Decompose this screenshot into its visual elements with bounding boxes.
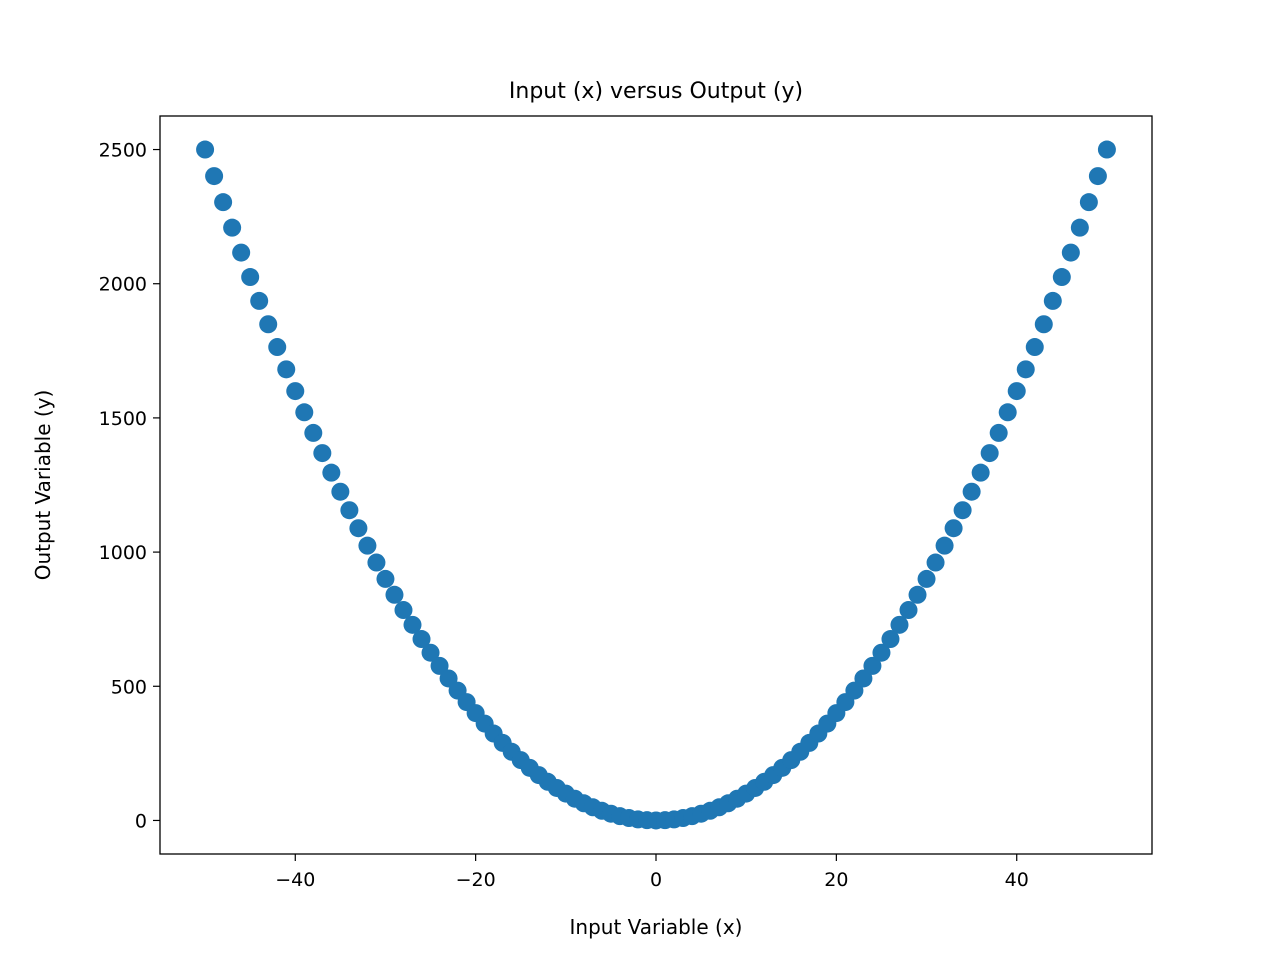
data-point xyxy=(430,656,449,675)
data-point xyxy=(286,382,305,401)
data-point xyxy=(962,482,981,501)
y-tick-label: 1000 xyxy=(99,542,147,564)
data-point xyxy=(313,444,332,463)
data-point xyxy=(340,501,359,520)
data-point xyxy=(1016,360,1035,379)
data-point xyxy=(1052,268,1071,287)
y-tick-label: 2000 xyxy=(99,274,147,296)
data-point xyxy=(295,403,314,422)
data-point xyxy=(872,643,891,662)
data-point xyxy=(376,569,395,588)
x-axis-label: Input Variable (x) xyxy=(570,915,743,939)
data-point xyxy=(989,423,1008,442)
x-tick-label: 0 xyxy=(650,869,662,891)
data-point xyxy=(403,615,422,634)
data-point xyxy=(268,338,287,357)
data-point xyxy=(998,403,1017,422)
data-point xyxy=(394,601,413,620)
data-point xyxy=(1097,140,1116,159)
data-point xyxy=(232,243,251,262)
data-point xyxy=(331,482,350,501)
y-axis-label: Output Variable (y) xyxy=(31,390,55,581)
data-point xyxy=(1088,167,1107,186)
data-point xyxy=(304,423,323,442)
data-point xyxy=(421,643,440,662)
x-tick-label: −40 xyxy=(275,869,315,891)
data-point xyxy=(863,656,882,675)
data-point xyxy=(854,669,873,688)
data-point xyxy=(881,630,900,649)
data-point xyxy=(1025,338,1044,357)
data-point xyxy=(971,463,990,482)
data-point xyxy=(944,519,963,538)
x-tick-label: 40 xyxy=(1005,869,1029,891)
data-point xyxy=(412,630,431,649)
y-tick-label: 1500 xyxy=(99,408,147,430)
chart-title: Input (x) versus Output (y) xyxy=(509,79,803,104)
x-tick-label: 20 xyxy=(824,869,848,891)
y-tick-label: 2500 xyxy=(99,140,147,162)
data-point xyxy=(385,585,404,604)
data-point xyxy=(358,536,377,555)
x-tick-label: −20 xyxy=(456,869,496,891)
plot-frame xyxy=(159,115,1153,855)
data-point xyxy=(196,140,215,159)
data-point xyxy=(1007,382,1026,401)
y-tick-label: 500 xyxy=(111,676,147,698)
data-point xyxy=(205,167,224,186)
data-point xyxy=(1061,243,1080,262)
data-point xyxy=(908,585,927,604)
data-point xyxy=(277,360,296,379)
data-point xyxy=(899,601,918,620)
data-point xyxy=(1034,315,1053,334)
data-point xyxy=(259,315,278,334)
data-point xyxy=(241,268,260,287)
data-point xyxy=(322,463,341,482)
data-point xyxy=(953,501,972,520)
data-point xyxy=(250,291,269,310)
data-point xyxy=(223,218,242,237)
data-point xyxy=(890,615,909,634)
data-point xyxy=(1043,291,1062,310)
data-point xyxy=(1079,193,1098,212)
points-layer xyxy=(196,140,1116,830)
data-point xyxy=(214,193,233,212)
data-point xyxy=(926,553,945,572)
y-tick-label: 0 xyxy=(135,810,147,832)
data-point xyxy=(1070,218,1089,237)
data-point xyxy=(980,444,999,463)
data-point xyxy=(935,536,954,555)
data-point xyxy=(349,519,368,538)
data-point xyxy=(917,569,936,588)
data-point xyxy=(367,553,386,572)
ticks-layer: −40 −20 0 20 40 0 500 1000 1500 2000 2500 xyxy=(99,140,1029,891)
